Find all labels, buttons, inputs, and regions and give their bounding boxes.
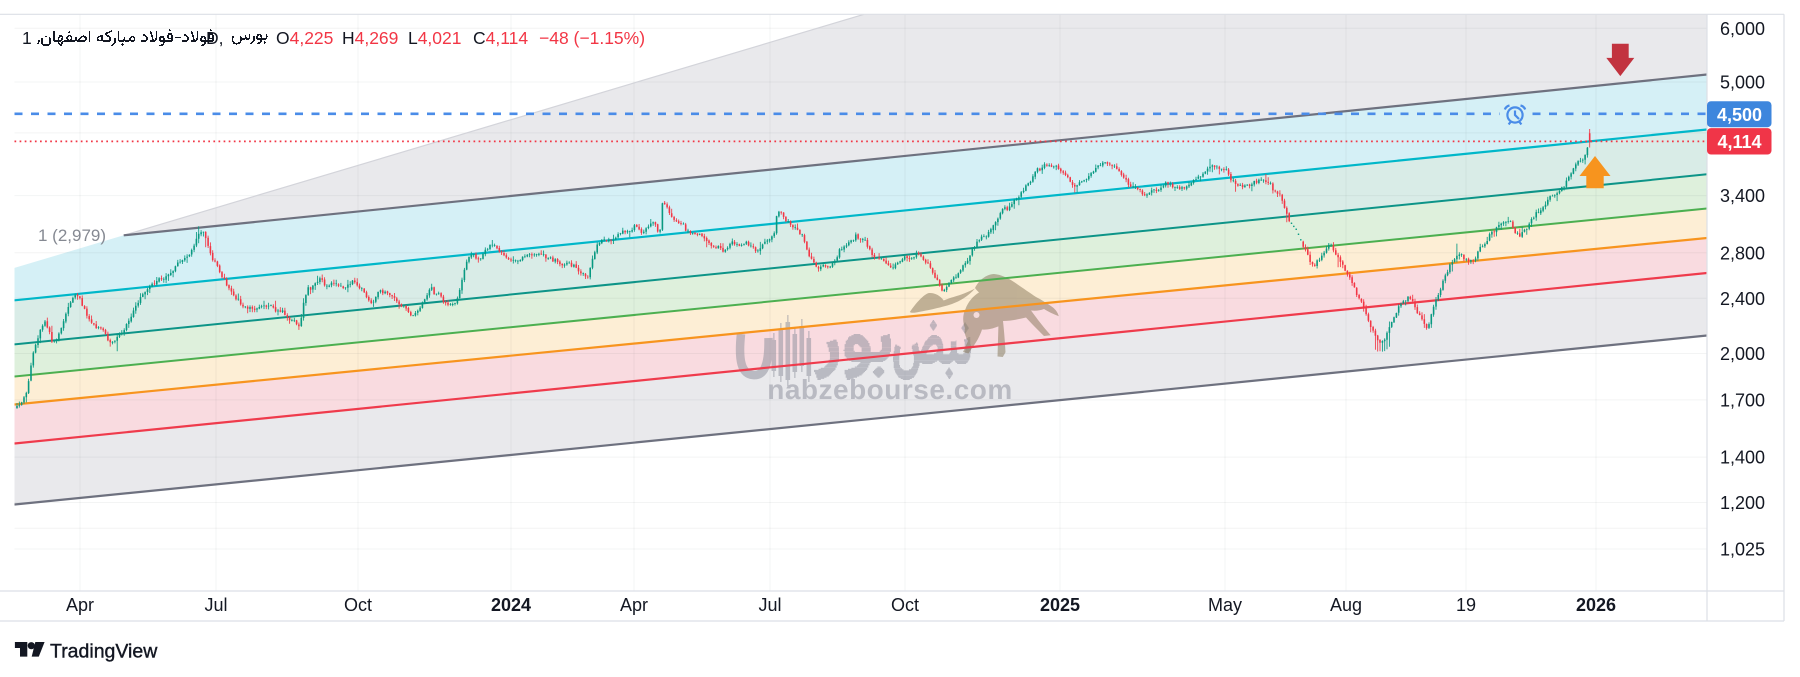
svg-text:2,000: 2,000 [1720, 344, 1765, 364]
svg-text:Apr: Apr [66, 595, 94, 615]
svg-text:4,021: 4,021 [418, 28, 462, 48]
svg-text:2,400: 2,400 [1720, 289, 1765, 309]
svg-text:−48 (−1.15%): −48 (−1.15%) [539, 28, 645, 48]
svg-text:4,269: 4,269 [355, 28, 399, 48]
svg-text:2026: 2026 [1576, 595, 1616, 615]
svg-text:4,114: 4,114 [1717, 132, 1761, 152]
svg-text:1 (2,979): 1 (2,979) [38, 226, 106, 245]
svg-text:4,114: 4,114 [486, 28, 529, 48]
svg-text:TradingView: TradingView [50, 641, 158, 663]
svg-text:4,225: 4,225 [290, 28, 334, 48]
svg-text:May: May [1208, 595, 1242, 615]
svg-text:Oct: Oct [344, 595, 372, 615]
svg-text:3,400: 3,400 [1720, 186, 1765, 206]
svg-text:Jul: Jul [758, 595, 781, 615]
svg-text:6,000: 6,000 [1720, 19, 1765, 39]
svg-text:Apr: Apr [620, 595, 648, 615]
svg-text:L: L [408, 28, 418, 48]
svg-text:Jul: Jul [204, 595, 227, 615]
svg-text:H: H [342, 28, 355, 48]
svg-text:2,800: 2,800 [1720, 243, 1765, 263]
svg-text:1,700: 1,700 [1720, 390, 1765, 410]
svg-text:Oct: Oct [891, 595, 919, 615]
svg-text:1,400: 1,400 [1720, 448, 1765, 468]
svg-text:5,000: 5,000 [1720, 73, 1765, 93]
svg-text:1,025: 1,025 [1720, 540, 1765, 560]
svg-text:O: O [276, 28, 290, 48]
svg-text:Aug: Aug [1330, 595, 1362, 615]
svg-text:2024: 2024 [491, 595, 531, 615]
svg-text:D,: D, [206, 28, 224, 48]
svg-text:nabzebourse.com: nabzebourse.com [767, 374, 1013, 405]
svg-text:2025: 2025 [1040, 595, 1080, 615]
svg-text:4,500: 4,500 [1717, 105, 1762, 125]
svg-text:1: 1 [22, 28, 32, 48]
svg-text:1,200: 1,200 [1720, 493, 1765, 513]
svg-text:C: C [473, 28, 486, 48]
svg-text:19: 19 [1456, 595, 1476, 615]
